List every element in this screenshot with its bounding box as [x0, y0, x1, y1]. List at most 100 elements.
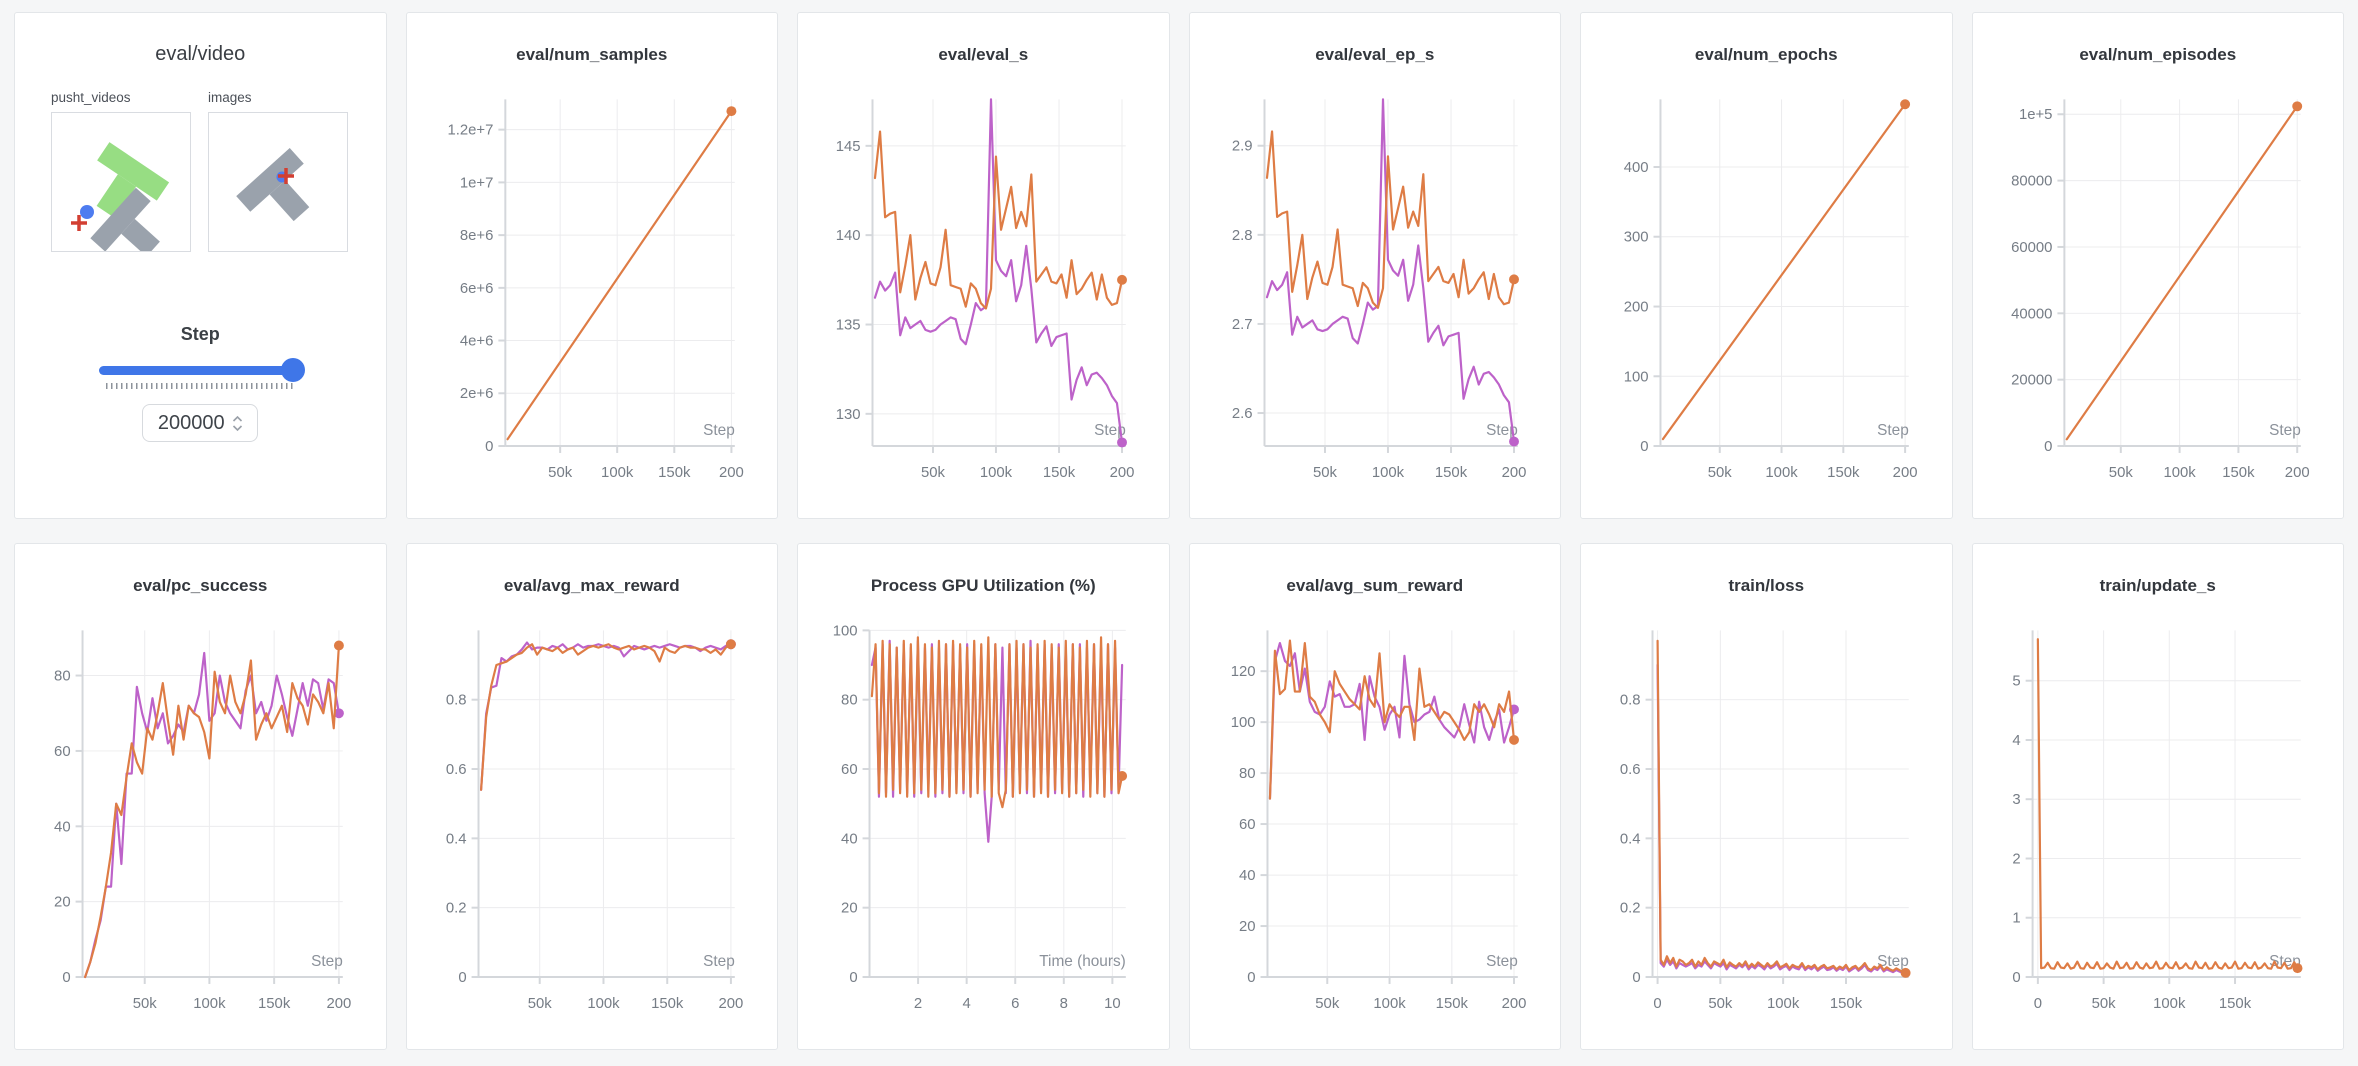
svg-text:150k: 150k	[651, 996, 684, 1012]
chart-eval-eval-ep-s[interactable]: 2.6 2.7 2.8 2.9 50k 100k 150k 200 Step	[1190, 90, 1561, 510]
svg-text:0: 0	[62, 970, 70, 986]
svg-text:130: 130	[836, 407, 861, 423]
svg-text:Step: Step	[1877, 953, 1909, 970]
svg-text:6e+6: 6e+6	[459, 281, 493, 297]
pusht-video-thumbnail[interactable]	[51, 112, 191, 257]
stepper-down-icon[interactable]	[232, 424, 243, 432]
agent-dot	[80, 205, 94, 219]
step-input-value: 200000	[157, 411, 225, 434]
svg-text:1e+5: 1e+5	[2018, 107, 2052, 123]
svg-text:50k: 50k	[921, 465, 946, 481]
svg-text:100k: 100k	[193, 996, 226, 1012]
svg-text:200: 200	[2284, 465, 2309, 481]
svg-text:80: 80	[54, 669, 71, 685]
chart-eval-num-epochs[interactable]: 0 100 200 300 400 50k 100k 150k 200 Step	[1581, 90, 1952, 510]
chart-eval-pc-success[interactable]: 0 20 40 60 80 50k 100k 150k 200 Step	[15, 621, 386, 1041]
svg-text:150k: 150k	[1434, 465, 1467, 481]
svg-text:100: 100	[833, 623, 858, 639]
step-slider-track[interactable]	[99, 366, 302, 375]
svg-text:100k: 100k	[1373, 996, 1406, 1012]
step-slider-thumb[interactable]	[281, 358, 306, 382]
svg-text:60: 60	[54, 744, 71, 760]
svg-text:200: 200	[718, 465, 743, 481]
svg-text:8e+6: 8e+6	[459, 228, 493, 244]
svg-text:200: 200	[1501, 465, 1526, 481]
svg-text:5: 5	[2012, 674, 2020, 690]
svg-text:135: 135	[836, 318, 861, 334]
svg-text:100k: 100k	[2153, 996, 2186, 1012]
media-row: pusht_videos	[15, 90, 386, 257]
panel-title: eval/avg_max_reward	[503, 576, 680, 595]
goal-cross-icon	[278, 168, 294, 184]
svg-text:200: 200	[1501, 996, 1526, 1012]
panel-eval-pc-success: eval/pc_success 0 20 40 60 80 50k 100k 150k 200 S…	[14, 543, 387, 1050]
svg-text:Step: Step	[703, 422, 735, 439]
svg-text:150k: 150k	[1435, 996, 1468, 1012]
step-slider-tickmarks	[106, 383, 295, 389]
svg-text:50k: 50k	[1708, 465, 1733, 481]
goal-cross-icon	[71, 215, 87, 231]
svg-text:0: 0	[2044, 439, 2052, 455]
svg-text:50k: 50k	[133, 996, 158, 1012]
media-label: pusht_videos	[51, 90, 131, 105]
svg-text:20: 20	[841, 901, 858, 917]
panel-eval-avg-max-reward: eval/avg_max_reward 0 0.2 0.4 0.6 0.8 50k 100k…	[405, 543, 778, 1050]
svg-text:1: 1	[2012, 911, 2020, 927]
svg-text:20: 20	[54, 895, 71, 911]
panel-title: eval/num_epochs	[1694, 45, 1838, 64]
svg-text:Step: Step	[1877, 422, 1909, 439]
svg-text:400: 400	[1624, 160, 1649, 176]
svg-text:150k: 150k	[258, 996, 291, 1012]
svg-text:Step: Step	[1486, 422, 1518, 439]
svg-text:Step: Step	[703, 953, 735, 970]
panel-train-loss: train/loss 0 0.2 0.4 0.6 0.8 0 50k 100k 150k Step	[1580, 543, 1953, 1050]
svg-text:2.7: 2.7	[1231, 317, 1252, 333]
svg-text:0.4: 0.4	[1620, 831, 1641, 847]
svg-text:0: 0	[1247, 970, 1255, 986]
chart-train-loss[interactable]: 0 0.2 0.4 0.6 0.8 0 50k 100k 150k Step	[1581, 621, 1952, 1041]
green-tee-shape	[96, 142, 170, 219]
svg-text:100k: 100k	[980, 465, 1013, 481]
svg-text:100k: 100k	[2163, 465, 2196, 481]
svg-text:40: 40	[841, 831, 858, 847]
svg-text:100k: 100k	[1767, 996, 1800, 1012]
panel-title: eval/num_samples	[516, 45, 668, 64]
svg-text:0: 0	[2033, 996, 2041, 1012]
svg-text:2: 2	[2012, 851, 2020, 867]
svg-text:Step: Step	[311, 953, 343, 970]
panel-eval-eval-s: eval/eval_s 130 135 140 145 50k 100k 150k 200 St…	[797, 12, 1170, 519]
svg-text:0.8: 0.8	[1620, 693, 1641, 709]
chart-gpu-utilization[interactable]: 0 20 40 60 80 100 2 4 6 8 10 Time (hours)	[798, 621, 1169, 1041]
chart-eval-num-samples[interactable]: 0 2e+6 4e+6 6e+6 8e+6 1e+7 1.2e+7 50k 100k 150k 20…	[407, 90, 778, 510]
svg-text:100: 100	[1624, 369, 1649, 385]
step-input[interactable]: 200000	[142, 404, 259, 442]
svg-text:200: 200	[1110, 465, 1135, 481]
image-thumbnail[interactable]	[208, 112, 348, 252]
svg-text:0.2: 0.2	[1620, 901, 1641, 917]
svg-text:60: 60	[841, 762, 858, 778]
svg-text:2: 2	[914, 996, 922, 1012]
chart-eval-num-episodes[interactable]: 0 20000 40000 60000 80000 1e+5 50k 100k 150k 200 S…	[1973, 90, 2344, 510]
svg-text:50k: 50k	[548, 465, 573, 481]
chart-eval-eval-s[interactable]: 130 135 140 145 50k 100k 150k 200 Step	[798, 90, 1169, 510]
svg-text:8: 8	[1060, 996, 1068, 1012]
panel-title: eval/eval_ep_s	[1315, 45, 1435, 64]
stepper-up-icon[interactable]	[232, 415, 243, 423]
svg-text:50k: 50k	[1315, 996, 1340, 1012]
svg-text:150k: 150k	[1043, 465, 1076, 481]
svg-text:20000: 20000	[2011, 373, 2052, 389]
panel-title: eval/video	[155, 43, 246, 65]
chart-eval-avg-max-reward[interactable]: 0 0.2 0.4 0.6 0.8 50k 100k 150k 200 Step	[407, 621, 778, 1041]
svg-text:0: 0	[2012, 970, 2020, 986]
svg-text:80: 80	[1239, 766, 1256, 782]
svg-text:0.4: 0.4	[445, 831, 466, 847]
panel-title: eval/eval_s	[938, 45, 1029, 64]
chart-eval-avg-sum-reward[interactable]: 0 20 40 60 80 100 120 50k 100k 150k 200 Step	[1190, 621, 1561, 1041]
step-slider[interactable]	[99, 358, 306, 382]
gray-tee-shape	[236, 147, 310, 222]
svg-text:300: 300	[1624, 230, 1649, 246]
panel-title: Process GPU Utilization (%)	[870, 576, 1096, 595]
svg-text:0: 0	[458, 970, 466, 986]
